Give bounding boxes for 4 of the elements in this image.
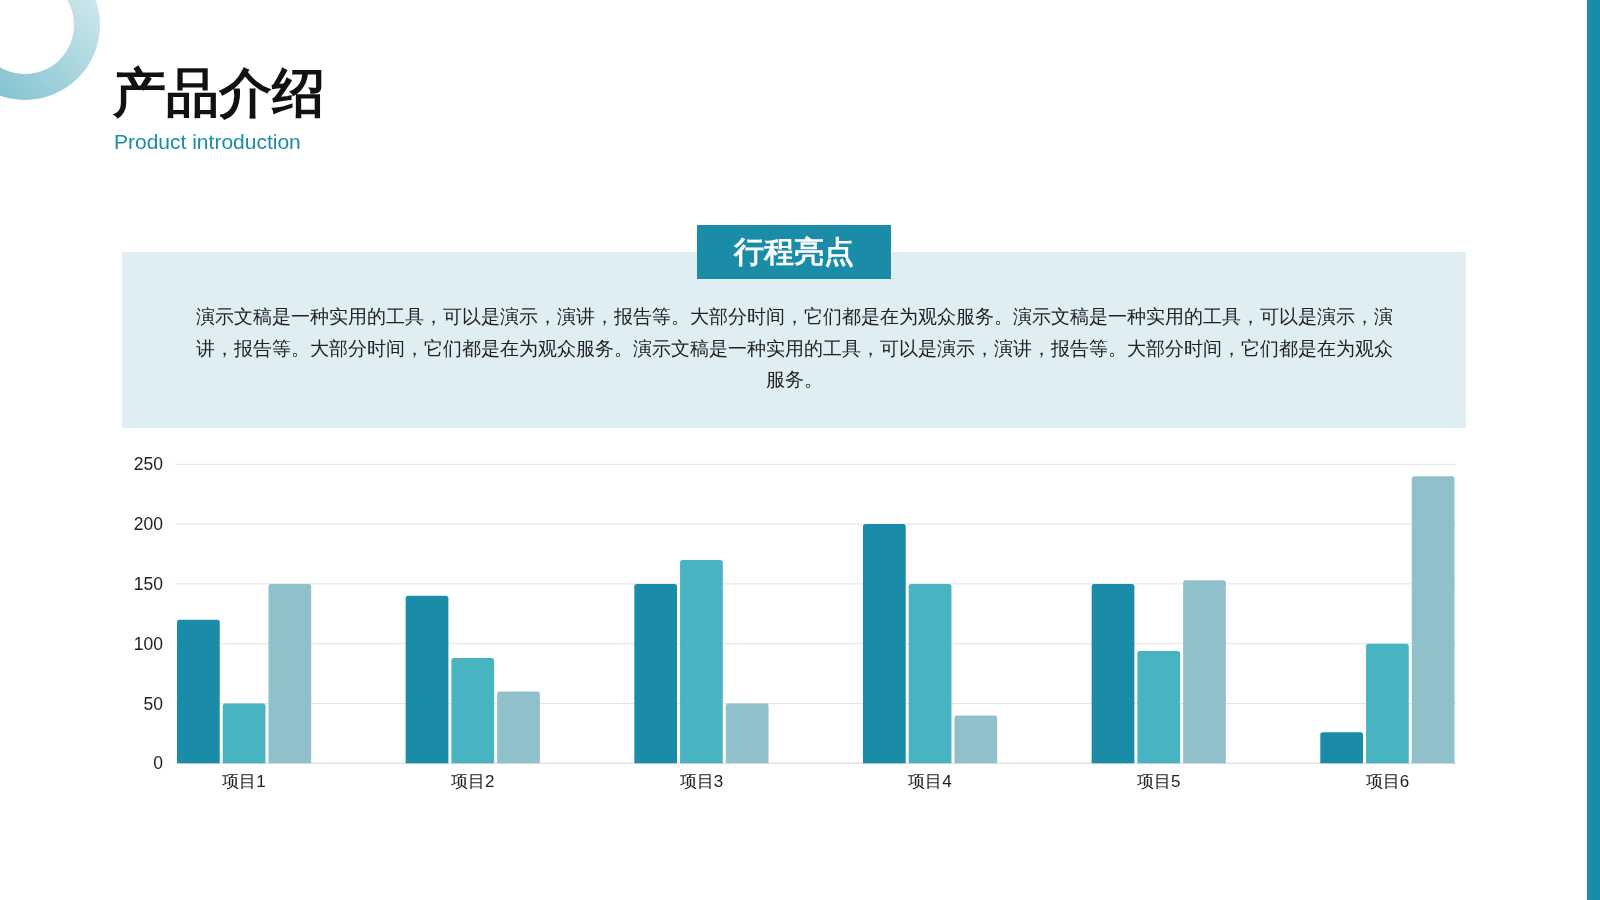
title: 产品介绍 — [113, 66, 325, 119]
annotation: 演示文稿是一种实用的工具，可以是演示，演讲，报告等。大部分时间，它们都是在为观众服务。演示文稿是一种实用的工具，可以是演示，演讲，报告等。大部分时间，它们都是在为观众服务。演示文稿是一种实用的工具，可以是演示，演讲，报告等。大部分时间，它们都是在为观众服务。 — [195, 305, 1395, 393]
annotation: 行程亮点 — [734, 237, 854, 267]
subtitle: Product introduction — [114, 131, 301, 152]
